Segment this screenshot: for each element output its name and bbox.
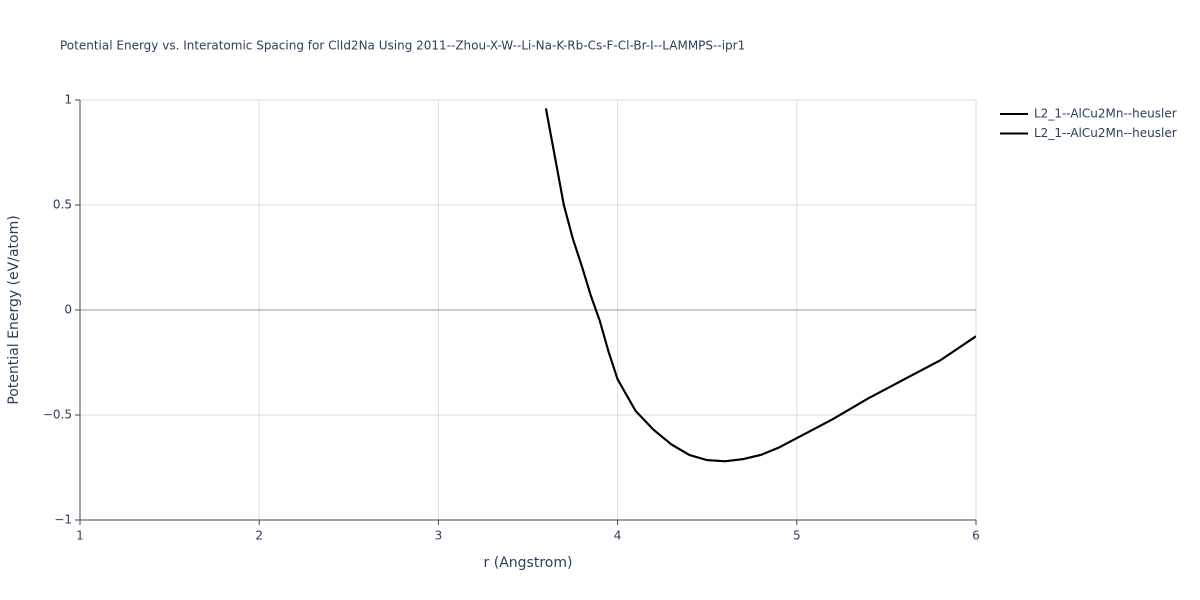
y-axis-label: Potential Energy (eV/atom) bbox=[6, 215, 22, 404]
x-axis-label: r (Angstrom) bbox=[484, 555, 573, 571]
legend-label: L2_1--AlCu2Mn--heusler bbox=[1034, 126, 1177, 140]
y-tick-label: 0 bbox=[64, 303, 72, 317]
y-tick-label: 1 bbox=[64, 93, 72, 107]
x-tick-label: 3 bbox=[435, 529, 443, 543]
chart-title: Potential Energy vs. Interatomic Spacing… bbox=[60, 39, 745, 53]
legend-label: L2_1--AlCu2Mn--heusler bbox=[1034, 107, 1177, 121]
y-tick-label: −1 bbox=[54, 513, 72, 527]
x-tick-label: 5 bbox=[793, 529, 801, 543]
x-tick-label: 4 bbox=[614, 529, 622, 543]
y-tick-label: 0.5 bbox=[53, 198, 72, 212]
x-tick-label: 6 bbox=[972, 529, 980, 543]
x-tick-label: 2 bbox=[255, 529, 263, 543]
series-line bbox=[544, 108, 976, 463]
x-tick-label: 1 bbox=[76, 529, 84, 543]
series-line bbox=[544, 108, 976, 463]
y-tick-label: −0.5 bbox=[43, 408, 72, 422]
